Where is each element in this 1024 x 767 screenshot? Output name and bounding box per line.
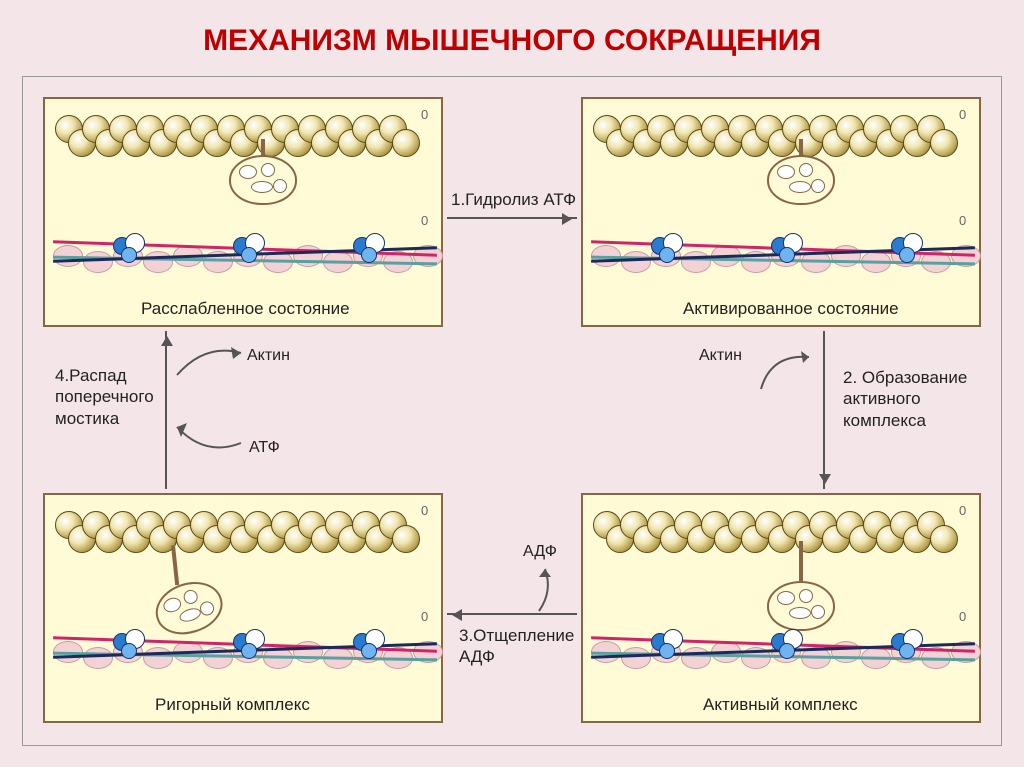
thin-filament [53,239,437,275]
caption-activated: Активированное состояние [683,299,899,319]
panel-rigor: 0 0 Ригорный комплекс [43,493,443,723]
arrow-step2 [823,331,825,489]
thin-filament [591,635,975,671]
arrow-step1 [447,217,577,219]
arrow-step3 [447,613,577,615]
label-step3: 3.Отщепление АДФ [459,625,574,668]
page-title: МЕХАНИЗМ МЫШЕЧНОГО СОКРАЩЕНИЯ [0,0,1024,76]
myosin-head [149,574,229,643]
actin-chain [593,511,973,549]
zero-label: 0 [421,213,428,228]
thin-filament [591,239,975,275]
actin-chain [55,511,435,549]
thin-filament [53,635,437,671]
zero-label: 0 [421,609,428,624]
label-step2: 2. Образование активного комплекса [843,367,967,431]
arrow-step4 [165,331,167,489]
label-actin-right: Актин [699,347,742,365]
myosin-head [767,581,835,631]
label-adp: АДФ [523,543,557,561]
label-step1: 1.Гидролиз АТФ [451,189,576,210]
panel-activated: 0 0 Активированное состояние [581,97,981,327]
diagram-canvas: 0 0 Расслабленное состояние 0 0 [22,76,1002,746]
caption-active: Активный комплекс [703,695,858,715]
zero-label: 0 [959,213,966,228]
actin-chain [55,115,435,153]
myosin-head [229,155,297,205]
arc-actin-atp-left [169,335,259,465]
caption-relaxed: Расслабленное состояние [141,299,350,319]
panel-relaxed: 0 0 Расслабленное состояние [43,97,443,327]
arc-actin-right [751,339,821,409]
actin-chain [593,115,973,153]
caption-rigor: Ригорный комплекс [155,695,310,715]
panel-active: 0 0 Активный комплекс [581,493,981,723]
zero-label: 0 [959,609,966,624]
myosin-head [767,155,835,205]
label-step4: 4.Распад поперечного мостика [55,365,154,429]
arc-adp [509,563,569,613]
